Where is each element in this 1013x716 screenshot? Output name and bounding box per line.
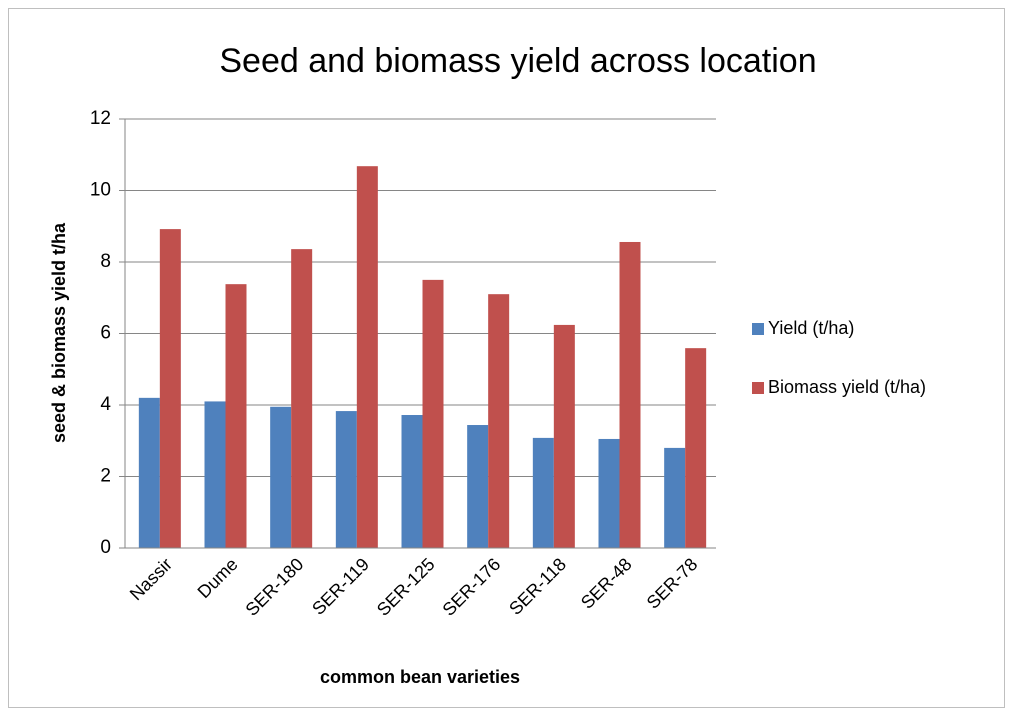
y-axis-label: seed & biomass yield t/ha (49, 222, 69, 443)
bar (270, 406, 292, 548)
legend-label: Yield (t/ha) (768, 318, 854, 338)
y-tick-label: 6 (100, 323, 111, 344)
bar (225, 284, 247, 548)
bar (532, 437, 554, 548)
bar (335, 411, 357, 548)
bar (159, 229, 181, 549)
y-tick-label: 10 (90, 180, 111, 201)
y-tick-label: 8 (100, 251, 111, 272)
bar (356, 166, 378, 548)
bar (664, 447, 686, 548)
y-tick-label: 0 (100, 537, 111, 558)
bar (598, 438, 620, 548)
bar (685, 348, 707, 548)
legend-label: Biomass yield (t/ha) (768, 377, 926, 397)
bar (291, 249, 313, 548)
bar (422, 279, 444, 548)
legend-swatch (752, 323, 764, 335)
x-axis-label: common bean varieties (320, 667, 520, 687)
bar (553, 324, 575, 548)
bar (138, 397, 160, 548)
y-tick-label: 12 (90, 108, 111, 129)
bar (204, 401, 226, 548)
y-tick-label: 4 (100, 394, 111, 415)
y-tick-label: 2 (100, 466, 111, 487)
chart-title: Seed and biomass yield across location (219, 42, 816, 80)
legend-swatch (752, 382, 764, 394)
bar (619, 241, 641, 549)
bar (467, 425, 489, 548)
bar (401, 415, 423, 548)
bar (488, 294, 510, 548)
